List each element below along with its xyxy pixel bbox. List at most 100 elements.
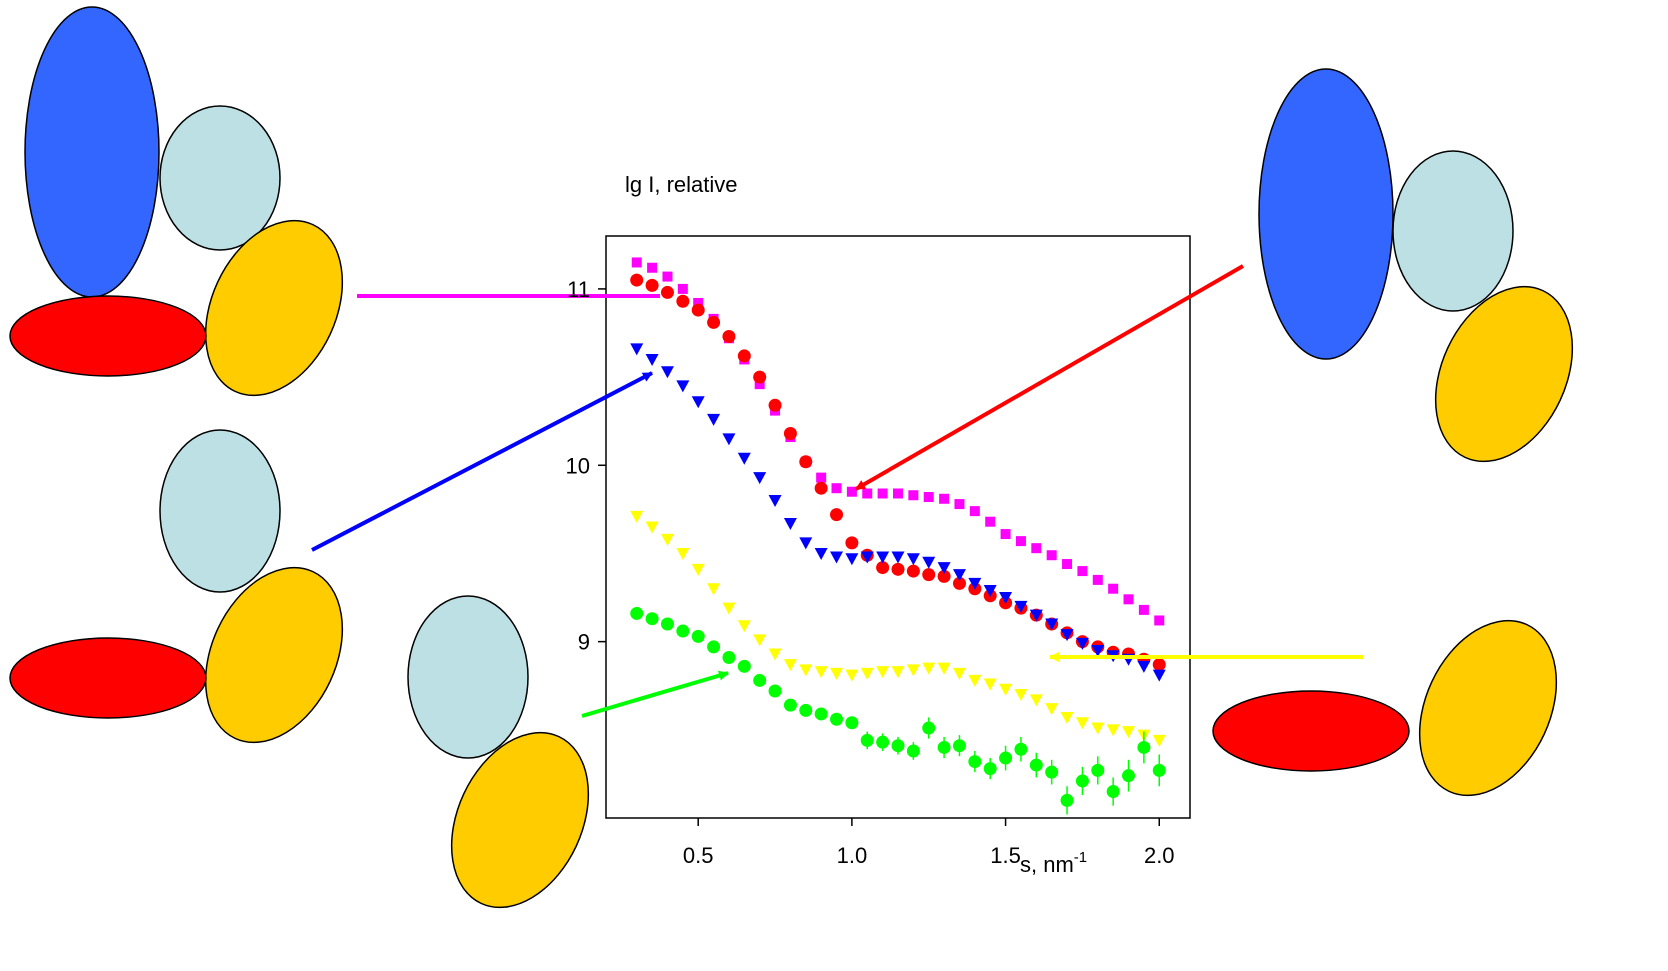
point	[660, 366, 674, 379]
point	[922, 568, 936, 582]
point	[999, 683, 1013, 696]
point	[876, 666, 890, 679]
domain	[159, 429, 281, 593]
point	[952, 576, 966, 590]
domain-diagrams	[9, 6, 1574, 909]
x-axis-label-text: s, nm	[1020, 852, 1074, 877]
point	[631, 257, 642, 268]
point	[1137, 660, 1151, 673]
point	[952, 739, 966, 753]
point	[691, 629, 705, 643]
point	[645, 278, 659, 292]
point	[768, 495, 782, 508]
point	[908, 490, 919, 501]
point	[816, 472, 827, 483]
domain	[9, 295, 207, 377]
point	[630, 273, 644, 287]
x-tick-label: 1.5	[990, 843, 1021, 868]
point	[783, 427, 797, 441]
point	[1060, 711, 1074, 724]
point	[783, 659, 797, 672]
point	[937, 740, 951, 754]
point	[877, 488, 888, 499]
point	[831, 483, 842, 494]
point	[1092, 574, 1103, 585]
point	[691, 396, 705, 409]
domain	[159, 105, 281, 251]
point	[1152, 763, 1166, 777]
point	[645, 521, 659, 534]
point	[768, 684, 782, 698]
point	[693, 298, 704, 309]
point	[722, 433, 736, 446]
point	[983, 678, 997, 691]
point	[647, 262, 658, 273]
point	[983, 762, 997, 776]
point	[1091, 644, 1105, 657]
domain	[1418, 619, 1558, 797]
point	[814, 666, 828, 679]
point	[922, 721, 936, 735]
point	[968, 577, 982, 590]
point	[737, 349, 751, 363]
point	[830, 508, 844, 522]
point	[814, 547, 828, 560]
point	[707, 315, 721, 329]
y-axis-label: lg I, relative	[625, 172, 738, 197]
point	[1091, 763, 1105, 777]
point	[906, 564, 920, 578]
point	[1014, 600, 1028, 613]
point	[1154, 615, 1165, 626]
point	[676, 547, 690, 560]
x-tick-label: 2.0	[1144, 843, 1175, 868]
point	[860, 667, 874, 680]
point	[707, 413, 721, 426]
point	[799, 455, 813, 469]
point	[906, 553, 920, 566]
point	[1045, 703, 1059, 716]
point	[999, 751, 1013, 765]
y-tick-label: 10	[566, 453, 590, 478]
point	[676, 624, 690, 638]
x-axis-label-sup: -1	[1074, 849, 1087, 866]
point	[753, 634, 767, 647]
point	[1046, 550, 1057, 561]
point	[891, 739, 905, 753]
point	[1106, 724, 1120, 737]
point	[937, 662, 951, 675]
point	[952, 569, 966, 582]
arrow	[581, 670, 729, 718]
point	[1152, 669, 1166, 682]
point	[939, 493, 950, 504]
domain	[1258, 68, 1394, 360]
x-tick-label: 0.5	[683, 843, 714, 868]
point	[830, 712, 844, 726]
point	[737, 452, 751, 465]
point	[937, 562, 951, 575]
point	[799, 664, 813, 677]
point	[845, 716, 859, 730]
point	[1029, 609, 1043, 622]
point	[753, 673, 767, 687]
point	[722, 330, 736, 344]
point	[983, 584, 997, 597]
point	[906, 744, 920, 758]
point	[1138, 604, 1149, 615]
domain	[1434, 285, 1574, 463]
point	[754, 379, 765, 390]
point	[937, 569, 951, 583]
point	[1015, 536, 1026, 547]
point	[630, 343, 644, 356]
point	[799, 537, 813, 550]
point	[1075, 637, 1089, 650]
domain	[450, 731, 590, 909]
point	[1062, 559, 1073, 570]
point	[969, 506, 980, 517]
point	[954, 499, 965, 510]
point	[662, 271, 673, 282]
point	[845, 536, 859, 550]
point	[876, 551, 890, 564]
point	[893, 488, 903, 499]
point	[1152, 734, 1166, 747]
